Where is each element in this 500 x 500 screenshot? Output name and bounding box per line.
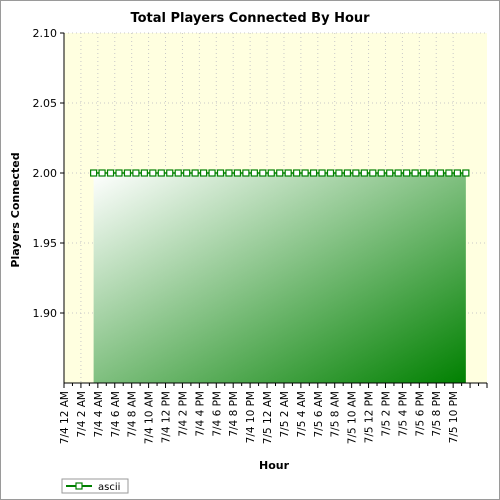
data-point-44 — [462, 169, 470, 177]
data-point-17 — [233, 169, 242, 177]
x-tick-label-1: 7/4 2 AM — [76, 391, 88, 438]
y-tick-labels: 2.10 2.05 2.00 1.95 1.90 — [33, 27, 58, 320]
y-tick-label-0: 2.10 — [33, 27, 58, 40]
x-tick-label-7: 7/4 2 PM — [177, 391, 189, 437]
data-point-34 — [377, 169, 385, 177]
x-tick-label-4: 7/4 8 AM — [127, 391, 139, 438]
x-tick-label-21: 7/5 6 PM — [414, 391, 426, 437]
x-tick-label-19: 7/5 2 PM — [380, 391, 392, 437]
legend-label: ascii — [98, 482, 120, 493]
chart-title: Total Players Connected By Hour — [130, 11, 370, 26]
data-point-5 — [132, 169, 140, 177]
x-tick-label-13: 7/5 2 AM — [279, 391, 291, 438]
x-tick-label-6: 7/4 12 PM — [161, 391, 173, 443]
data-point-0 — [90, 169, 98, 177]
axes — [60, 32, 488, 388]
x-tick-label-10: 7/4 8 PM — [228, 391, 240, 437]
series-area — [93, 173, 466, 383]
data-point-43 — [453, 169, 461, 177]
legend-swatch-marker — [75, 482, 83, 490]
y-axis-label: Players Connected — [9, 152, 22, 267]
data-point-33 — [369, 169, 377, 177]
x-tick-label-14: 7/5 4 AM — [296, 391, 308, 438]
data-point-1 — [98, 169, 106, 177]
data-point-10 — [174, 169, 182, 177]
x-tick-label-2: 7/4 4 AM — [93, 391, 105, 438]
y-tick-label-3: 1.95 — [33, 237, 58, 250]
data-point-42 — [445, 169, 453, 177]
data-point-30 — [343, 169, 352, 177]
x-tick-label-22: 7/5 8 PM — [431, 391, 443, 437]
data-point-15 — [216, 169, 225, 177]
data-point-22 — [276, 169, 284, 177]
data-point-3 — [115, 169, 123, 177]
data-point-20 — [259, 169, 267, 177]
data-point-37 — [403, 169, 411, 177]
data-point-19 — [250, 169, 258, 177]
data-point-13 — [199, 169, 208, 177]
x-tick-label-20: 7/5 4 PM — [397, 391, 409, 437]
series-markers — [90, 169, 470, 177]
x-tick-label-0: 7/4 12 AM — [59, 391, 71, 444]
data-point-16 — [225, 169, 233, 177]
x-tick-label-12: 7/5 12 AM — [262, 391, 274, 444]
x-tick-label-18: 7/5 12 PM — [364, 391, 376, 443]
data-point-11 — [183, 169, 191, 177]
x-tick-label-16: 7/5 8 AM — [330, 391, 342, 438]
data-point-39 — [419, 169, 428, 177]
data-point-24 — [293, 169, 301, 177]
y-tick-label-2: 2.00 — [33, 167, 58, 180]
data-point-38 — [411, 169, 419, 177]
x-tick-label-23: 7/5 10 PM — [448, 391, 460, 443]
y-tick-label-1: 2.05 — [33, 97, 58, 110]
x-tick-label-3: 7/4 6 AM — [110, 391, 122, 438]
data-point-41 — [436, 169, 445, 177]
data-point-25 — [301, 169, 309, 177]
data-point-9 — [166, 169, 174, 177]
x-tick-label-8: 7/4 4 PM — [194, 391, 206, 437]
data-point-27 — [318, 169, 326, 177]
x-tick-label-15: 7/5 6 AM — [313, 391, 325, 438]
x-tick-labels: 7/4 12 AM 7/4 2 AM 7/4 4 AM 7/4 6 AM 7/4 8 A… — [59, 391, 460, 444]
data-point-12 — [191, 169, 199, 177]
data-point-14 — [208, 169, 216, 177]
data-point-21 — [267, 169, 275, 177]
data-point-28 — [326, 169, 335, 177]
data-point-2 — [106, 169, 115, 177]
x-axis-label: Hour — [259, 459, 290, 472]
data-point-18 — [242, 169, 250, 177]
data-point-40 — [428, 169, 436, 177]
x-tick-label-11: 7/4 10 PM — [245, 391, 257, 443]
data-point-26 — [309, 169, 318, 177]
data-point-29 — [335, 169, 343, 177]
legend: ascii — [61, 478, 129, 494]
data-point-7 — [149, 169, 157, 177]
x-tick-label-17: 7/5 10 AM — [347, 391, 359, 444]
data-point-36 — [394, 169, 402, 177]
data-point-23 — [284, 169, 292, 177]
x-tick-label-9: 7/4 6 PM — [211, 391, 223, 437]
x-tick-label-5: 7/4 10 AM — [144, 391, 156, 444]
data-point-31 — [352, 169, 360, 177]
y-tick-label-4: 1.90 — [33, 307, 58, 320]
data-point-35 — [386, 169, 394, 177]
data-point-6 — [140, 169, 148, 177]
data-point-4 — [123, 169, 132, 177]
data-point-8 — [157, 169, 165, 177]
data-point-32 — [360, 169, 368, 177]
